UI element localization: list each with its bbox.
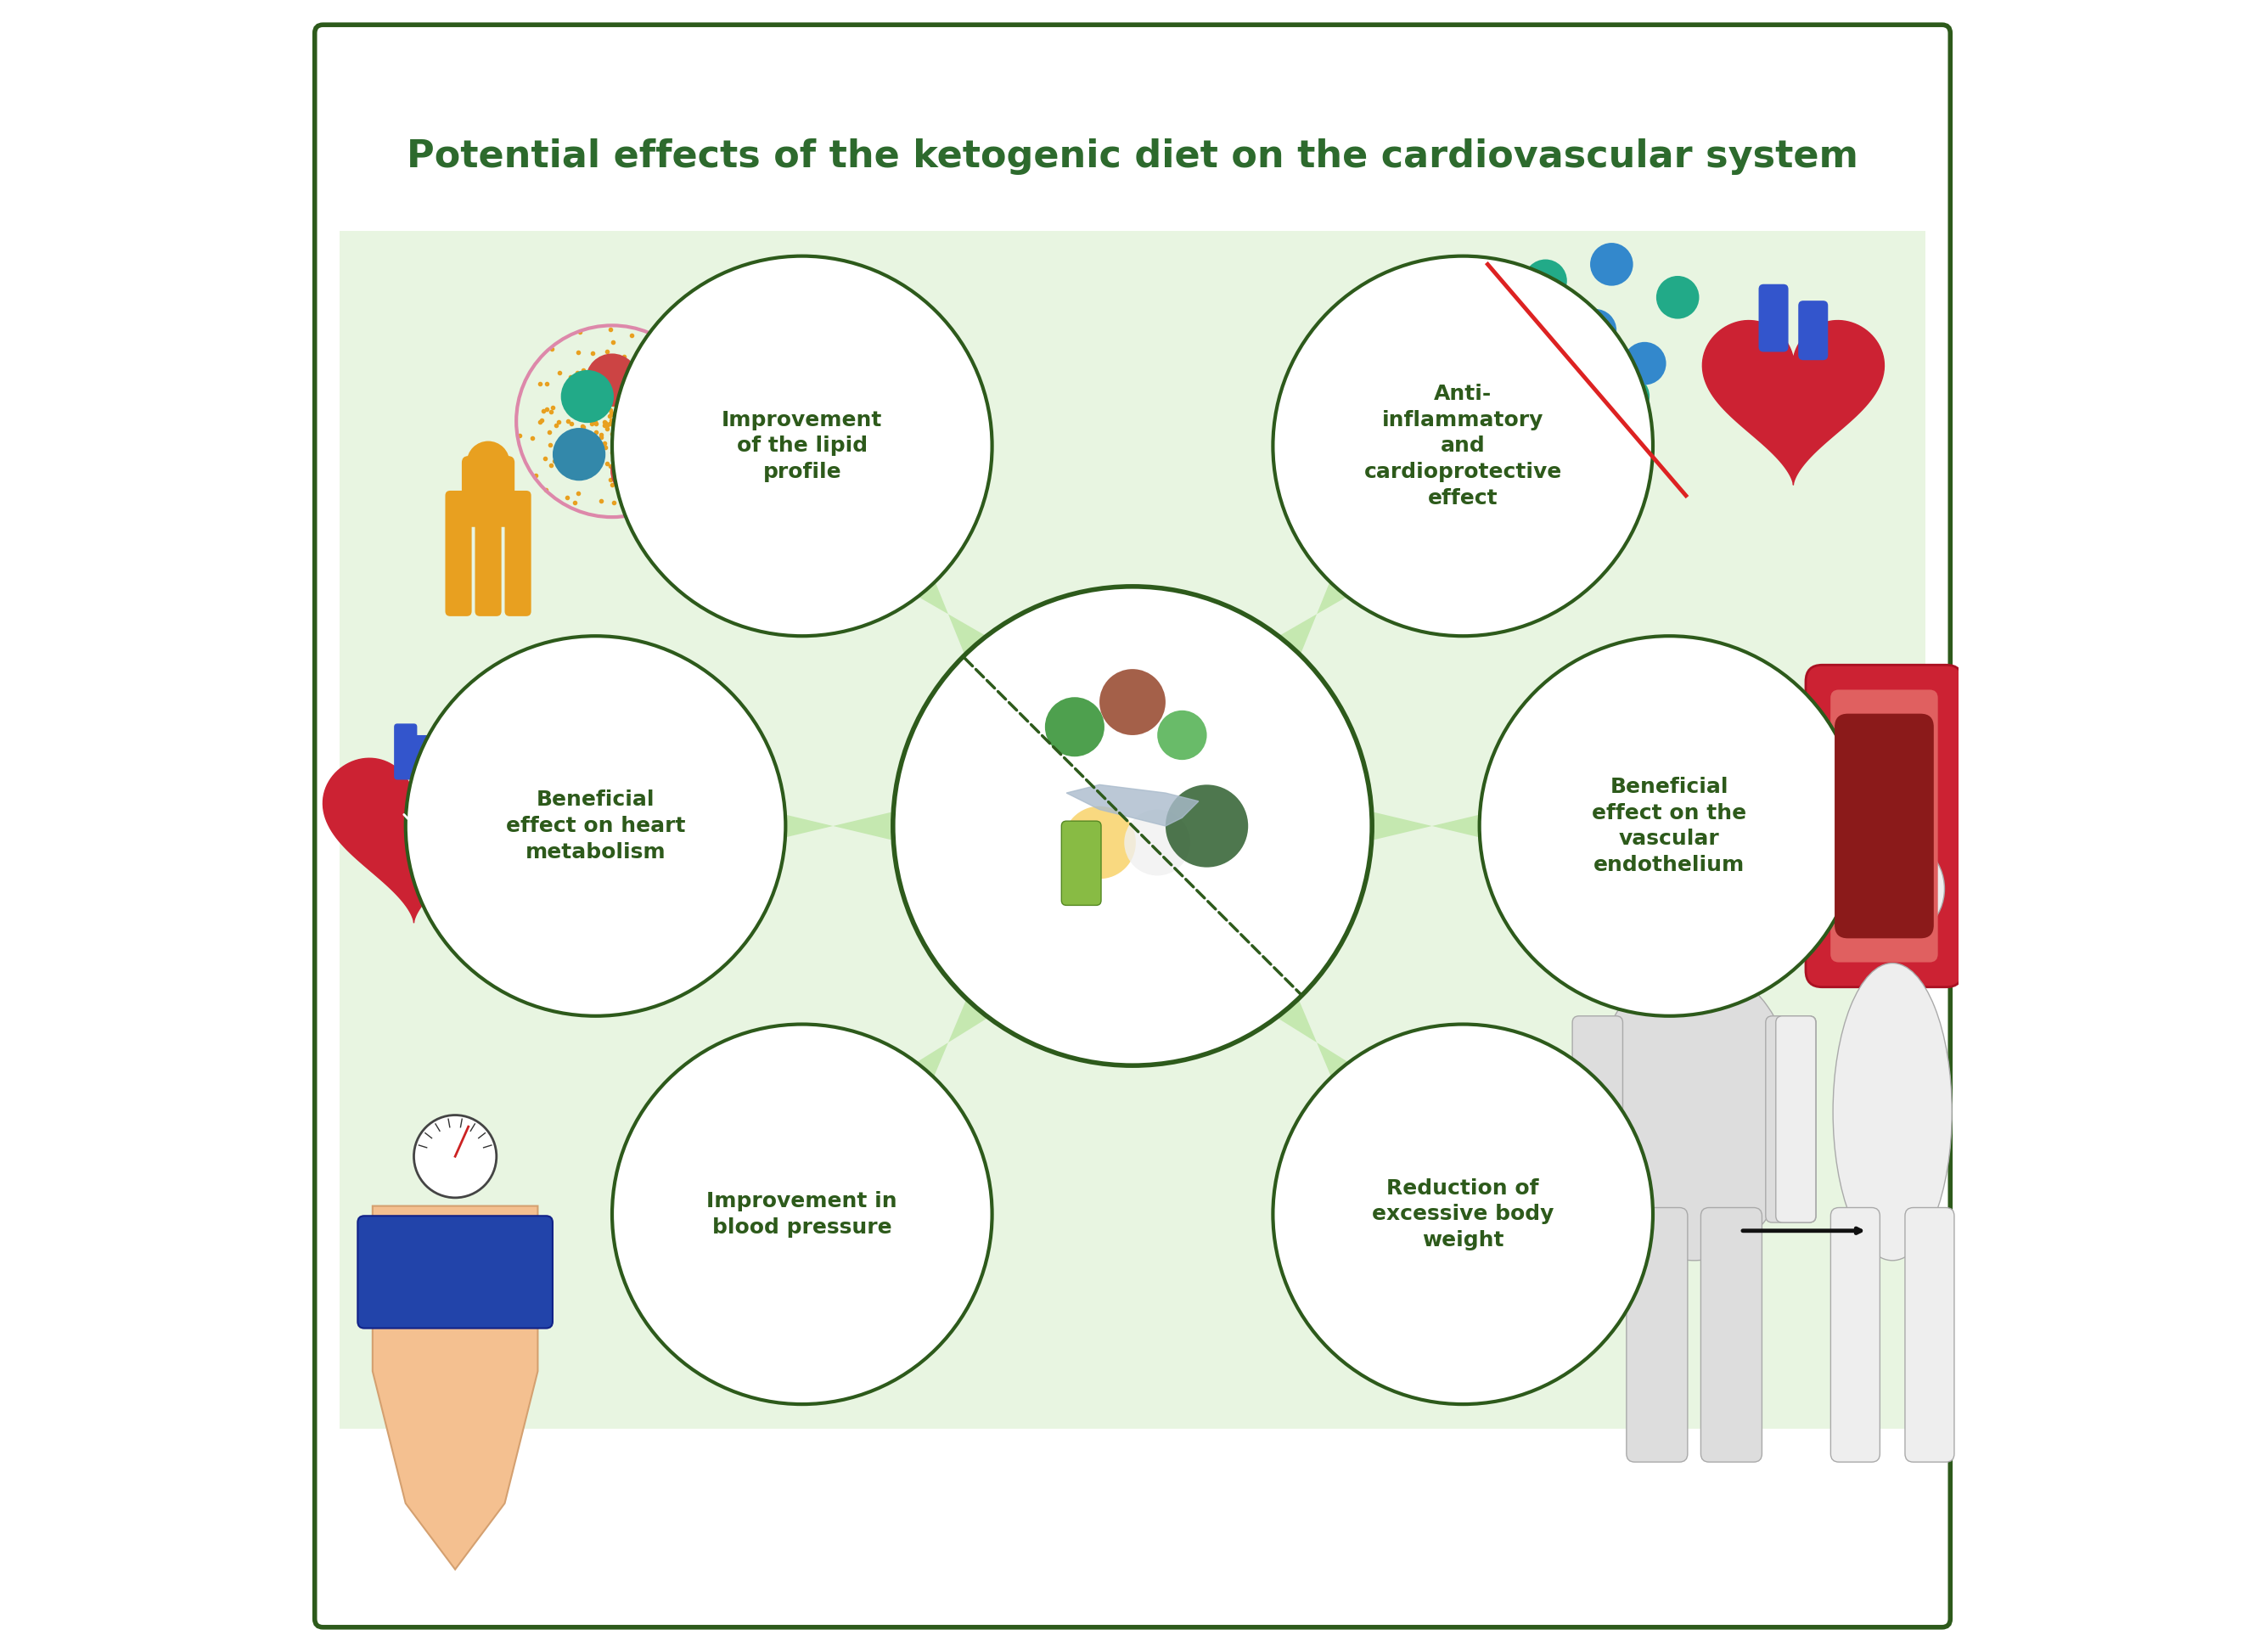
FancyBboxPatch shape <box>1835 714 1934 938</box>
FancyBboxPatch shape <box>1701 1208 1762 1462</box>
Circle shape <box>1099 669 1166 735</box>
Text: Anti-
inflammatory
and
cardioprotective
effect: Anti- inflammatory and cardioprotective … <box>1364 383 1563 509</box>
Polygon shape <box>324 758 505 922</box>
FancyBboxPatch shape <box>1626 1208 1687 1462</box>
Ellipse shape <box>1590 963 1798 1260</box>
Polygon shape <box>917 582 988 654</box>
Circle shape <box>553 428 605 481</box>
Polygon shape <box>1373 811 1479 841</box>
Text: Improvement in
blood pressure: Improvement in blood pressure <box>707 1191 897 1237</box>
FancyBboxPatch shape <box>446 491 471 616</box>
Circle shape <box>1540 392 1583 434</box>
Circle shape <box>1157 710 1207 760</box>
Text: Reduction of
excessive body
weight: Reduction of excessive body weight <box>1373 1178 1554 1251</box>
FancyBboxPatch shape <box>358 1216 553 1328</box>
Circle shape <box>1524 259 1567 302</box>
Ellipse shape <box>1832 963 1952 1260</box>
FancyBboxPatch shape <box>1798 301 1828 360</box>
Circle shape <box>1123 809 1191 876</box>
Circle shape <box>1475 325 1518 368</box>
FancyBboxPatch shape <box>1758 284 1789 352</box>
FancyBboxPatch shape <box>412 735 435 783</box>
FancyBboxPatch shape <box>1572 1016 1622 1222</box>
Text: Potential effects of the ketogenic diet on the cardiovascular system: Potential effects of the ketogenic diet … <box>408 139 1857 175</box>
FancyBboxPatch shape <box>1968 1016 2009 1222</box>
Circle shape <box>1642 836 1746 940</box>
Circle shape <box>612 256 992 636</box>
Circle shape <box>892 586 1373 1066</box>
FancyBboxPatch shape <box>394 724 417 780</box>
FancyBboxPatch shape <box>1805 666 1964 986</box>
Circle shape <box>1508 358 1552 401</box>
Circle shape <box>467 441 510 484</box>
Polygon shape <box>1067 785 1198 826</box>
Circle shape <box>612 1024 992 1404</box>
Circle shape <box>1273 1024 1653 1404</box>
Ellipse shape <box>675 398 790 444</box>
FancyBboxPatch shape <box>1062 821 1101 905</box>
FancyBboxPatch shape <box>462 456 514 527</box>
FancyBboxPatch shape <box>1767 1016 1817 1222</box>
FancyBboxPatch shape <box>1776 1016 1817 1222</box>
Circle shape <box>562 370 614 423</box>
FancyBboxPatch shape <box>1830 691 1939 961</box>
Text: Beneficial
effect on heart
metabolism: Beneficial effect on heart metabolism <box>505 790 686 862</box>
Polygon shape <box>1277 999 1348 1077</box>
FancyBboxPatch shape <box>340 629 1925 1036</box>
Text: Improvement
of the lipid
profile: Improvement of the lipid profile <box>723 410 883 482</box>
FancyBboxPatch shape <box>340 231 1925 636</box>
Circle shape <box>612 444 664 497</box>
Circle shape <box>1166 785 1248 867</box>
Polygon shape <box>371 1206 537 1569</box>
FancyBboxPatch shape <box>315 25 1950 1627</box>
Circle shape <box>1490 425 1533 468</box>
Circle shape <box>1574 309 1617 352</box>
Circle shape <box>1044 697 1105 757</box>
FancyBboxPatch shape <box>505 491 532 616</box>
Circle shape <box>1590 243 1633 286</box>
Circle shape <box>1556 458 1599 501</box>
FancyBboxPatch shape <box>340 1024 1925 1429</box>
Polygon shape <box>917 999 988 1077</box>
FancyBboxPatch shape <box>1830 1208 1880 1462</box>
Circle shape <box>1273 256 1653 636</box>
Polygon shape <box>1277 582 1348 654</box>
Circle shape <box>414 1115 496 1198</box>
FancyBboxPatch shape <box>476 491 501 616</box>
Ellipse shape <box>673 375 793 468</box>
Circle shape <box>1606 375 1649 418</box>
Circle shape <box>1656 276 1699 319</box>
Polygon shape <box>786 811 892 841</box>
Circle shape <box>405 636 786 1016</box>
Circle shape <box>587 354 639 406</box>
Text: Beneficial
effect on the
vascular
endothelium: Beneficial effect on the vascular endoth… <box>1592 776 1746 876</box>
FancyBboxPatch shape <box>1905 1208 1955 1462</box>
Polygon shape <box>1703 320 1884 484</box>
Circle shape <box>1624 342 1667 385</box>
Circle shape <box>1479 636 1860 1016</box>
Circle shape <box>1841 836 1943 940</box>
Circle shape <box>1062 806 1135 879</box>
